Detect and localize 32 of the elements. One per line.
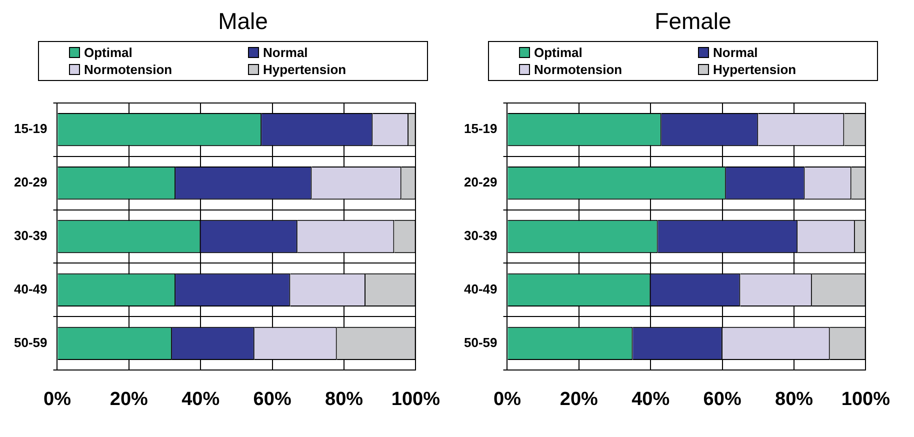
legend-label: Normal <box>263 44 308 61</box>
x-tick-label: 100% <box>391 388 440 410</box>
y-tick-label: 15-19 <box>14 121 48 136</box>
x-tick-label: 40% <box>632 388 670 410</box>
legend-label: Optimal <box>534 44 582 61</box>
x-tick-label: 0% <box>494 388 522 410</box>
y-tick-label: 50-59 <box>14 335 48 350</box>
y-tick-label: 20-29 <box>464 174 498 190</box>
x-tick-label: 40% <box>182 388 220 410</box>
x-tick-label: 100% <box>841 388 890 410</box>
x-tick-label: 20% <box>110 388 148 410</box>
chart-title: Male <box>217 8 269 35</box>
legend-label: Optimal <box>84 44 132 61</box>
x-tick-label: 20% <box>560 388 598 410</box>
x-tick-label: 80% <box>324 388 364 410</box>
legend-label: Hypertension <box>263 61 346 78</box>
y-tick-label: 15-19 <box>464 121 498 136</box>
x-tick-label: 0% <box>44 388 72 410</box>
legend-label: Normotension <box>84 61 172 78</box>
legend-label: Normotension <box>534 61 622 78</box>
y-tick-label: 50-59 <box>464 335 498 350</box>
y-tick-label: 40-49 <box>14 282 48 297</box>
y-tick-label: 30-39 <box>464 228 498 244</box>
x-tick-label: 60% <box>253 388 292 410</box>
x-tick-label: 60% <box>703 388 742 410</box>
chart-title: Female <box>654 8 732 35</box>
y-tick-label: 40-49 <box>464 282 498 297</box>
legend-label: Hypertension <box>713 61 796 78</box>
legend-label: Normal <box>713 44 758 61</box>
x-tick-label: 80% <box>774 388 814 410</box>
y-tick-label: 20-29 <box>14 174 48 190</box>
y-tick-label: 30-39 <box>14 228 48 244</box>
